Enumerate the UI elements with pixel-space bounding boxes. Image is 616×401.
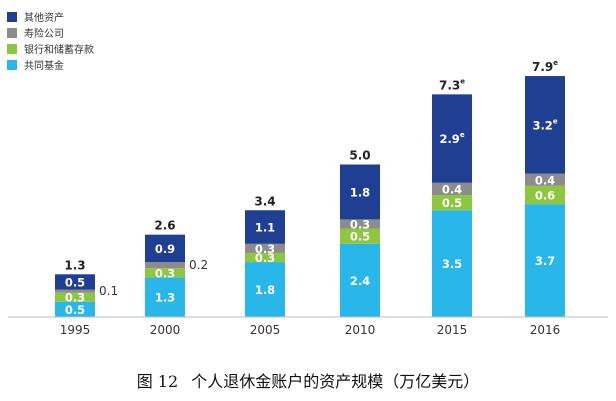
data-label: 0.2 xyxy=(189,258,208,272)
bar-segment xyxy=(55,274,95,290)
figure-title: 个人退休金账户的资产规模（万亿美元） xyxy=(191,372,480,391)
figure-caption: 图 12 个人退休金账户的资产规模（万亿美元） xyxy=(0,368,616,392)
data-label: 1.1 xyxy=(255,221,275,235)
legend-label: 银行和储蓄存款 xyxy=(24,43,94,56)
data-label: 3.7 xyxy=(535,254,555,268)
bar-segment xyxy=(340,219,380,229)
data-label: 0.6 xyxy=(535,189,555,203)
bar-segment xyxy=(55,292,95,302)
bar-segment xyxy=(145,268,185,278)
data-label: 0.3 xyxy=(350,217,370,231)
total-label: 7.3e xyxy=(439,77,465,92)
total-label: 1.3 xyxy=(64,258,85,272)
total-label: 7.9e xyxy=(532,59,558,74)
bar-segment xyxy=(55,301,95,317)
data-label: 1.8 xyxy=(255,283,275,297)
data-label: 0.5 xyxy=(65,275,85,289)
bar-segment xyxy=(432,182,472,195)
bar-segment xyxy=(340,164,380,220)
data-label: 0.4 xyxy=(442,182,462,196)
data-label: 0.9 xyxy=(155,242,175,256)
data-labels: 0.50.3 0.10.51.31.30.30.20.92.61.80.30.31… xyxy=(64,59,558,317)
legend-swatch xyxy=(7,60,17,70)
bar-segment xyxy=(245,243,285,253)
total-label: 5.0 xyxy=(349,149,370,163)
data-label: 0.5 xyxy=(442,196,462,210)
data-label: 0.3 xyxy=(255,251,275,265)
bars xyxy=(55,76,565,317)
bar-segment xyxy=(340,243,380,317)
bar-segment xyxy=(525,185,565,205)
bar-segment xyxy=(340,228,380,244)
data-label: 0.1 xyxy=(99,284,118,298)
data-label: 0.5 xyxy=(65,303,85,317)
data-label: 0.3 xyxy=(155,266,175,280)
x-axis-ticks: 1995 2000 2005 2010 2015 2016 xyxy=(60,323,561,337)
bar-segment xyxy=(145,277,185,317)
data-label: 0.3 xyxy=(255,242,275,256)
legend-label: 寿险公司 xyxy=(24,27,64,40)
data-label: 3.5 xyxy=(442,257,462,271)
legend-label: 共同基金 xyxy=(24,59,64,72)
x-tick-label: 2010 xyxy=(345,323,376,337)
legend-swatch xyxy=(7,44,17,54)
data-label: 3.2e xyxy=(532,117,557,132)
data-label: 2.9e xyxy=(439,131,464,146)
x-tick-label: 2005 xyxy=(250,323,281,337)
bar-segment xyxy=(432,94,472,183)
data-label: 1.3 xyxy=(155,291,175,305)
bar-segment xyxy=(245,252,285,263)
bar-segment xyxy=(55,289,95,293)
data-label: 1.8 xyxy=(350,185,370,199)
bar-segment xyxy=(525,173,565,186)
x-tick-label: 2000 xyxy=(150,323,181,337)
bar-segment xyxy=(432,195,472,211)
bar-segment xyxy=(245,262,285,317)
data-label: 0.3 xyxy=(65,291,85,305)
legend-swatch xyxy=(7,12,17,22)
legend-label: 其他资产 xyxy=(24,11,64,24)
x-tick-label: 2015 xyxy=(437,323,468,337)
bar-segment xyxy=(525,76,565,174)
bar-segment xyxy=(145,234,185,263)
legend-swatch xyxy=(7,28,17,38)
bar-segment xyxy=(245,210,285,244)
total-label: 2.6 xyxy=(154,219,175,233)
x-tick-label: 2016 xyxy=(530,323,561,337)
total-label: 3.4 xyxy=(254,194,275,208)
bar-segment xyxy=(525,204,565,317)
figure-number: 图 12 xyxy=(136,372,179,391)
data-label: 0.4 xyxy=(535,173,555,187)
bar-segment xyxy=(432,210,472,317)
data-label: 0.5 xyxy=(350,230,370,244)
x-tick-label: 1995 xyxy=(60,323,91,337)
data-label: 2.4 xyxy=(350,274,370,288)
bar-segment xyxy=(145,262,185,269)
